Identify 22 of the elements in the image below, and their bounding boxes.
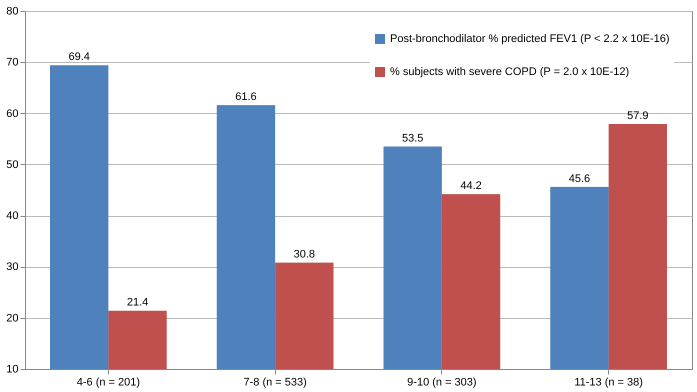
- x-tick-label: 7-8 (n = 533): [243, 376, 307, 388]
- y-tick-label: 80: [6, 6, 18, 18]
- y-tick-label: 50: [6, 158, 18, 171]
- data-label: 57.9: [627, 110, 649, 122]
- y-tick-label: 30: [6, 261, 18, 274]
- data-label: 30.8: [294, 248, 316, 261]
- y-tick-label: 10: [6, 364, 18, 376]
- data-label: 53.5: [402, 132, 424, 145]
- legend-label: Post-bronchodilator % predicted FEV1 (P < 2.2 x 10E-16): [390, 33, 670, 45]
- y-tick-label: 40: [6, 210, 18, 222]
- y-tick-label: 20: [6, 312, 18, 324]
- data-label: 69.4: [68, 51, 90, 64]
- x-tick-label: 11-13 (n = 38): [574, 376, 643, 388]
- x-tick-label: 9-10 (n = 303): [407, 376, 477, 388]
- legend-label: % subjects with severe COPD (P = 2.0 x 10E-12): [390, 66, 630, 78]
- data-label: 45.6: [568, 172, 590, 185]
- y-tick-label: 70: [6, 56, 18, 69]
- x-tick-label: 4-6 (n = 201): [76, 376, 140, 388]
- y-tick-label: 60: [6, 108, 18, 120]
- data-label: 44.2: [460, 180, 482, 192]
- data-label: 21.4: [126, 296, 148, 309]
- data-label: 61.6: [235, 91, 257, 104]
